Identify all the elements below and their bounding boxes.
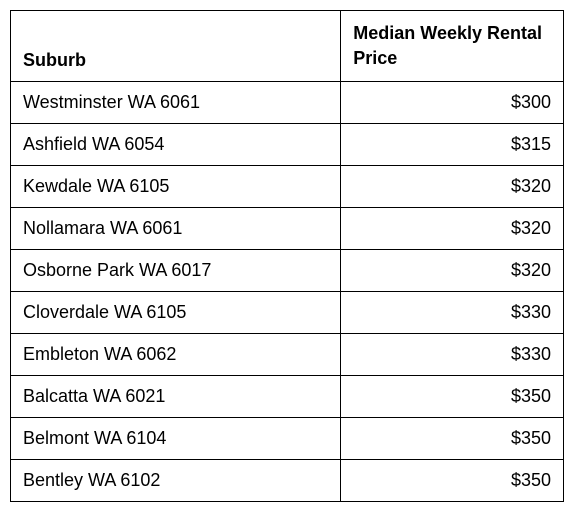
table-row: Bentley WA 6102 $350 bbox=[11, 460, 564, 502]
table-row: Balcatta WA 6021 $350 bbox=[11, 376, 564, 418]
cell-suburb: Osborne Park WA 6017 bbox=[11, 250, 341, 292]
table-row: Nollamara WA 6061 $320 bbox=[11, 208, 564, 250]
rental-price-table: Suburb Median Weekly Rental Price Westmi… bbox=[10, 10, 564, 502]
cell-price: $350 bbox=[341, 418, 564, 460]
table-row: Kewdale WA 6105 $320 bbox=[11, 166, 564, 208]
cell-price: $330 bbox=[341, 334, 564, 376]
cell-suburb: Kewdale WA 6105 bbox=[11, 166, 341, 208]
cell-suburb: Nollamara WA 6061 bbox=[11, 208, 341, 250]
table-row: Ashfield WA 6054 $315 bbox=[11, 124, 564, 166]
table-row: Cloverdale WA 6105 $330 bbox=[11, 292, 564, 334]
table-row: Belmont WA 6104 $350 bbox=[11, 418, 564, 460]
cell-suburb: Embleton WA 6062 bbox=[11, 334, 341, 376]
cell-price: $350 bbox=[341, 376, 564, 418]
table-row: Osborne Park WA 6017 $320 bbox=[11, 250, 564, 292]
header-rental-price: Median Weekly Rental Price bbox=[341, 11, 564, 82]
cell-suburb: Cloverdale WA 6105 bbox=[11, 292, 341, 334]
cell-price: $320 bbox=[341, 208, 564, 250]
table-header-row: Suburb Median Weekly Rental Price bbox=[11, 11, 564, 82]
cell-price: $320 bbox=[341, 166, 564, 208]
table-row: Westminster WA 6061 $300 bbox=[11, 82, 564, 124]
cell-suburb: Belmont WA 6104 bbox=[11, 418, 341, 460]
cell-suburb: Westminster WA 6061 bbox=[11, 82, 341, 124]
cell-price: $320 bbox=[341, 250, 564, 292]
cell-price: $300 bbox=[341, 82, 564, 124]
cell-suburb: Ashfield WA 6054 bbox=[11, 124, 341, 166]
cell-suburb: Bentley WA 6102 bbox=[11, 460, 341, 502]
cell-price: $350 bbox=[341, 460, 564, 502]
table-row: Embleton WA 6062 $330 bbox=[11, 334, 564, 376]
cell-price: $315 bbox=[341, 124, 564, 166]
header-suburb: Suburb bbox=[11, 11, 341, 82]
cell-price: $330 bbox=[341, 292, 564, 334]
cell-suburb: Balcatta WA 6021 bbox=[11, 376, 341, 418]
